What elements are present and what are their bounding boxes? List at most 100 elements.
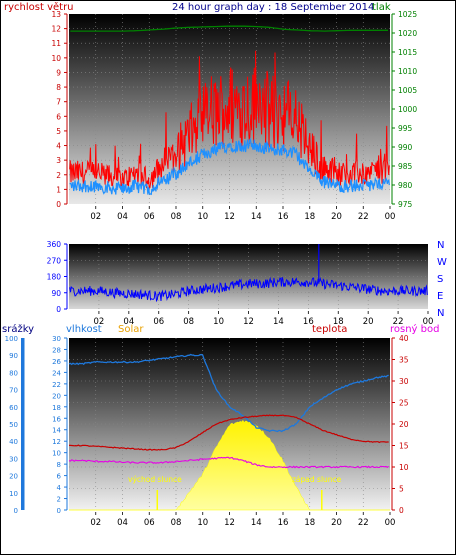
top-xtick-label: 20	[331, 212, 342, 222]
top-left-tick-label: 6	[56, 112, 61, 121]
rain-scale-bar	[21, 338, 24, 510]
bottom-xtick-label: 08	[171, 518, 182, 528]
top-xtick-label: 18	[304, 212, 315, 222]
top-left-tick-label: 0	[56, 200, 61, 209]
dewpoint-series	[68, 456, 390, 469]
middle-left-tick-label: 180	[47, 273, 62, 282]
top-left-tick-label: 3	[56, 156, 61, 165]
humidity-tick-label: 28	[52, 346, 61, 354]
top-left-tick-label: 13	[51, 10, 61, 19]
rain-tick-label: 60	[9, 404, 18, 412]
bottom-xtick-label: 10	[197, 518, 208, 528]
humidity-tick-label: 22	[52, 381, 61, 389]
humidity-tick-label: 8	[57, 461, 61, 469]
rain-label: srážky	[2, 323, 34, 335]
humidity-tick-label: 16	[52, 415, 61, 423]
top-xtick-label: 08	[171, 212, 182, 222]
temperature-tick-label: 25	[399, 399, 409, 408]
rain-tick-label: 40	[9, 438, 18, 446]
temperature-tick-label: 35	[399, 356, 409, 365]
top-right-tick-label: 995	[398, 124, 413, 133]
temperature-label: teplota	[312, 324, 347, 335]
temperature-tick-label: 30	[399, 377, 409, 386]
top-left-tick-label: 5	[56, 127, 61, 136]
pressure-series	[70, 25, 388, 32]
rain-tick-label: 90	[9, 352, 18, 360]
wind-speed-series	[69, 50, 390, 190]
humidity-tick-label: 2	[57, 496, 61, 504]
bottom-xtick-label: 06	[144, 518, 155, 528]
middle-xtick-label: 12	[243, 317, 254, 327]
bottom-xtick-label: 16	[278, 518, 289, 528]
top-left-tick-label: 8	[56, 83, 61, 92]
humidity-tick-label: 24	[52, 369, 61, 377]
top-right-tick-label: 1010	[398, 67, 417, 76]
top-xtick-label: 22	[358, 212, 369, 222]
humidity-tick-label: 0	[57, 507, 61, 515]
bottom-xtick-label: 12	[224, 518, 235, 528]
bottom-xtick-label: 04	[117, 518, 128, 528]
wind-average-series	[69, 137, 390, 196]
bottom-xtick-label: 14	[251, 518, 262, 528]
top-xtick-label: 06	[144, 212, 155, 222]
temperature-tick-label: 5	[399, 485, 404, 494]
rain-tick-label: 100	[5, 335, 18, 343]
humidity-tick-label: 10	[52, 450, 61, 458]
top-right-label: tlak	[372, 2, 391, 13]
humidity-tick-label: 18	[52, 404, 61, 412]
middle-left-tick-label: 270	[47, 256, 62, 265]
temperature-tick-label: 40	[399, 334, 409, 343]
solar-label: Solar	[118, 324, 144, 335]
rain-tick-label: 30	[9, 455, 18, 463]
top-right-tick-label: 1000	[398, 105, 417, 114]
humidity-tick-label: 20	[52, 392, 61, 400]
top-left-tick-label: 11	[51, 39, 61, 48]
wind-direction-series	[69, 276, 428, 303]
rain-tick-label: 20	[9, 473, 18, 481]
temperature-tick-label: 15	[399, 442, 409, 451]
rain-tick-label: 10	[9, 490, 18, 498]
rain-tick-label: 70	[9, 387, 18, 395]
middle-xtick-label: 10	[213, 317, 224, 327]
temperature-tick-label: 0	[399, 506, 404, 515]
humidity-label: vlhkost	[66, 324, 102, 335]
direction-letter: S	[437, 274, 443, 285]
top-title: 24 hour graph day : 18 September 2014	[172, 2, 374, 13]
top-xtick-label: 16	[278, 212, 289, 222]
humidity-series	[68, 353, 389, 433]
dewpoint-label: rosný bod	[390, 323, 439, 335]
top-xtick-label: 14	[251, 212, 262, 222]
middle-left-tick-label: 0	[56, 305, 61, 314]
temperature-series	[69, 414, 389, 451]
top-right-tick-label: 980	[398, 181, 413, 190]
middle-xtick-label: 14	[273, 317, 284, 327]
middle-xtick-label: 22	[393, 317, 404, 327]
top-left-tick-label: 9	[56, 68, 61, 77]
humidity-tick-label: 30	[52, 335, 61, 343]
middle-left-tick-label: 360	[47, 240, 62, 249]
direction-letter: W	[437, 257, 447, 268]
rain-tick-label: 50	[9, 421, 18, 429]
top-right-tick-label: 990	[398, 143, 413, 152]
top-xtick-label: 10	[197, 212, 208, 222]
humidity-tick-label: 12	[52, 438, 61, 446]
middle-left-tick-label: 90	[51, 289, 61, 298]
top-right-tick-label: 975	[398, 200, 413, 209]
bottom-xtick-label: 20	[331, 518, 342, 528]
top-xtick-label: 02	[90, 212, 101, 222]
top-left-tick-label: 7	[56, 98, 61, 107]
top-left-label: rychlost větru	[4, 1, 74, 13]
top-left-tick-label: 1	[56, 185, 61, 194]
middle-xtick-label: 06	[153, 317, 164, 327]
middle-xtick-label: 04	[123, 317, 134, 327]
temperature-tick-label: 20	[399, 420, 409, 429]
middle-xtick-label: 00	[423, 317, 434, 327]
top-xtick-label: 04	[117, 212, 128, 222]
top-xtick-label: 12	[224, 212, 235, 222]
direction-letter: N	[437, 308, 444, 319]
middle-xtick-label: 08	[183, 317, 194, 327]
top-right-tick-label: 1025	[398, 10, 417, 19]
temperature-tick-label: 10	[399, 463, 409, 472]
